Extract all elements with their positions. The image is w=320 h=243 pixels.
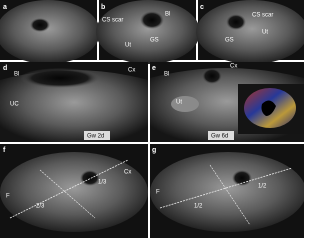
image-label: Gw 2d [87,134,104,140]
panel-letter: g [152,147,156,154]
panel-letter: d [3,65,7,72]
image-label: Bl [164,72,169,78]
image-label: Ut [176,100,182,106]
image-label: CS scar [102,18,123,24]
image-label: GS [225,38,234,44]
image-label: 2/3 [36,204,45,210]
panel-letter: c [200,4,204,11]
image-label: 1/2 [194,204,203,210]
image-label: Bl [165,12,170,18]
image-label: F [6,194,10,200]
image-label: F [156,190,160,196]
panel-letter: f [3,147,6,154]
panel-letter: a [3,4,7,11]
image-label: Cx [230,64,237,70]
panel-images [0,0,308,238]
image-label: 1/2 [258,184,267,190]
image-label: Gw 6d [211,134,228,140]
image-label: GS [150,38,159,44]
image-label: Ut [262,30,268,36]
image-label: UC [10,102,19,108]
image-label: Cx [128,68,135,74]
image-label: 1/3 [98,180,107,186]
image-label: Cx [124,170,131,176]
panel-letter: b [101,4,105,11]
panel-letter: e [152,65,156,72]
figure: a b CS scar Ut GS Bl c CS scar GS Ut d Bl Cx UC Gw 2d e… [0,0,308,238]
image-label: Ut [125,43,131,49]
image-label: Bl [14,72,19,78]
image-label: CS scar [252,13,273,19]
labels: a b CS scar Ut GS Bl c CS scar GS Ut d Bl Cx UC Gw 2d e… [3,4,273,210]
